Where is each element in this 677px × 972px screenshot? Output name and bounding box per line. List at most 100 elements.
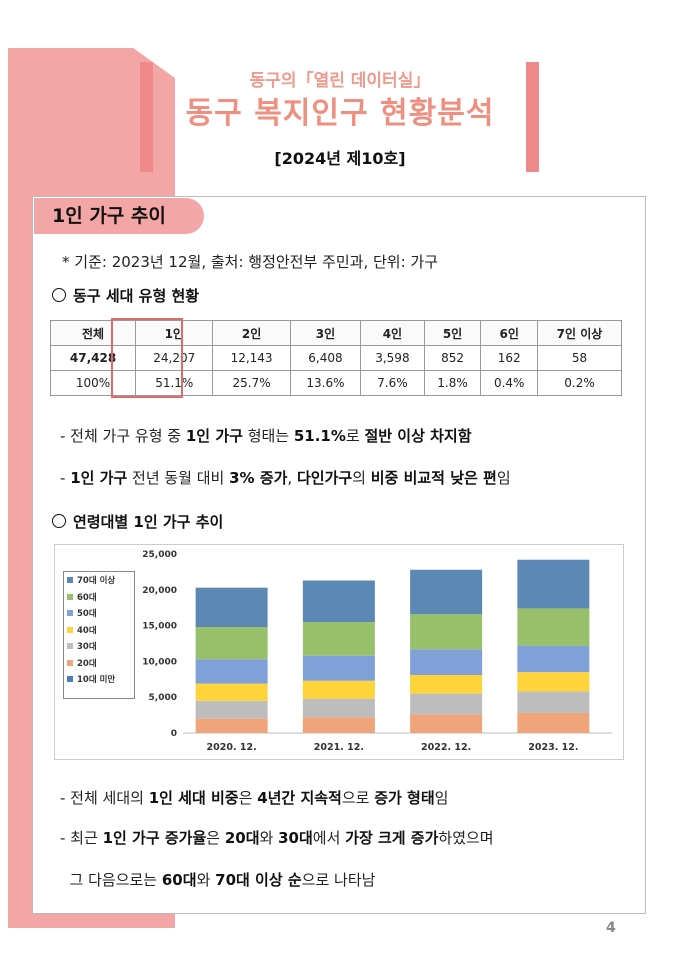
x-tick-label: 2021. 12. [314,742,364,753]
body-text: 에서 [312,829,346,847]
table-cell: 24,207 [135,345,214,371]
table-cell: 3인 [289,320,362,346]
legend-label: 20대 [77,658,97,669]
bar-segment-1-2 [302,698,375,718]
y-tick-label: 25,000 [142,550,177,560]
bar-segment-2-3 [410,675,483,694]
bar-segment-3-2 [517,691,590,713]
summary-bullet: 그 다음으로는 60대와 70대 이상 순으로 나타남 [60,869,376,890]
bar-segment-2-6 [410,569,483,615]
emphasis-text: 1인 가구 [185,427,243,445]
body-text: 하였으며 [438,829,494,847]
body-text: - 최근 [60,829,103,847]
y-tick-label: 10,000 [142,657,177,667]
bar-segment-2-2 [410,693,483,715]
body-text: 으로 나타남 [301,871,376,889]
table-cell: 51.1% [135,370,214,396]
legend-swatch [67,577,73,584]
emphasis-text: 1인 가구 [70,469,128,487]
body-text: 의 [352,469,371,487]
bar-segment-1-6 [302,580,375,623]
chart-legend: 70대 이상 60대 50대 40대 30대 20대 10대 미만 [63,571,135,699]
body-text: 그 다음으로는 [60,871,162,889]
table-cell: 4인 [360,320,425,346]
emphasis-text: 3% 증가 [229,469,288,487]
x-tick-label: 2020. 12. [207,742,257,753]
body-text: 은 [238,789,258,807]
bar-segment-2-1 [410,714,483,733]
body-text: 전년 동월 대비 [127,469,230,487]
body-text: 와 [196,871,216,889]
bar-segment-1-3 [302,680,375,699]
x-tick-label: 2023. 12. [528,742,578,753]
data-source-note: * 기준: 2023년 12월, 출처: 행정안전부 주민과, 단위: 가구 [62,253,439,271]
bar-segment-0-3 [195,683,268,701]
body-text: 와 [259,829,279,847]
table-heading: 동구 세대 유형 현황 [52,285,199,306]
legend-label: 30대 [77,642,97,653]
table-cell: 7인 이상 [537,320,622,346]
page-number: 4 [606,920,616,936]
legend-item: 40대 [64,622,134,639]
bar-segment-3-4 [517,645,590,673]
emphasis-text: 1인 가구 증가율 [102,829,207,847]
summary-bullet: - 전체 세대의 1인 세대 비중은 4년간 지속적으로 증가 형태임 [60,787,448,808]
issue-number: [2024년 제10호] [274,149,406,168]
legend-item: 50대 [64,605,134,622]
emphasis-text: 4년간 지속적 [257,789,342,807]
chart-heading: 연령대별 1인 가구 추이 [52,511,223,532]
legend-label: 60대 [77,592,97,603]
table-cell: 5인 [423,320,482,346]
bar-segment-1-4 [302,655,375,681]
x-tick-label: 2022. 12. [421,742,471,753]
bar-segment-2-5 [410,614,483,650]
bar-segment-2-4 [410,649,483,676]
emphasis-text: 51.1% [293,427,346,445]
table-cell: 12,143 [212,345,291,371]
emphasis-text: 절반 이상 차지함 [364,427,472,445]
table-cell: 162 [480,345,539,371]
emphasis-text: 증가 형태 [374,789,435,807]
emphasis-text: 가장 크게 증가 [345,829,439,847]
bar-segment-3-6 [517,559,590,609]
y-tick-label: 20,000 [142,586,177,596]
y-tick-label: 5,000 [149,693,177,703]
legend-label: 70대 이상 [77,576,116,587]
legend-item: 60대 [64,589,134,606]
legend-swatch [67,626,73,633]
body-text: 로 [345,427,365,445]
emphasis-text: 다인가구 [296,469,353,487]
legend-label: 40대 [77,625,97,636]
body-text: 으로 [341,789,375,807]
bar-segment-1-1 [302,717,375,733]
bar-segment-0-4 [195,659,268,684]
bar-segment-3-1 [517,712,590,733]
emphasis-text: 비중 비교적 낮은 편 [370,469,497,487]
table-cell: 0.4% [480,370,539,396]
bar-segment-1-5 [302,622,375,656]
table-cell: 0.2% [537,370,622,396]
body-text: 임 [496,469,511,487]
table-cell: 1.8% [423,370,482,396]
body-text: 형태는 [242,427,294,445]
household-type-table: 전체 1인 2인 3인 4인 5인 6인 7인 이상 47,428 24,207 12,143 6,… [49,320,622,396]
legend-item: 20대 [64,655,134,672]
summary-bullet: - 전체 가구 유형 중 1인 가구 형태는 51.1%로 절반 이상 차지함 [60,425,472,446]
emphasis-text: 30대 [278,829,313,847]
section-title: 1인 가구 추이 [34,198,204,234]
legend-item: 30대 [64,638,134,655]
circle-bullet-icon [52,514,66,528]
summary-bullet: - 최근 1인 가구 증가율은 20대와 30대에서 가장 크게 증가하였으며 [60,827,494,848]
legend-item: 10대 미만 [64,671,134,688]
y-tick-label: 15,000 [142,622,177,632]
legend-item: 70대 이상 [64,572,134,589]
bar-segment-3-3 [517,672,590,692]
legend-swatch [67,610,73,617]
report-subtitle: 동구의「열린 데이터실」 [249,71,431,91]
bar-segment-0-1 [195,718,268,733]
legend-swatch [67,676,73,683]
y-tick-label: 0 [171,729,177,739]
legend-swatch [67,593,73,600]
bar-segment-0-2 [195,700,268,719]
